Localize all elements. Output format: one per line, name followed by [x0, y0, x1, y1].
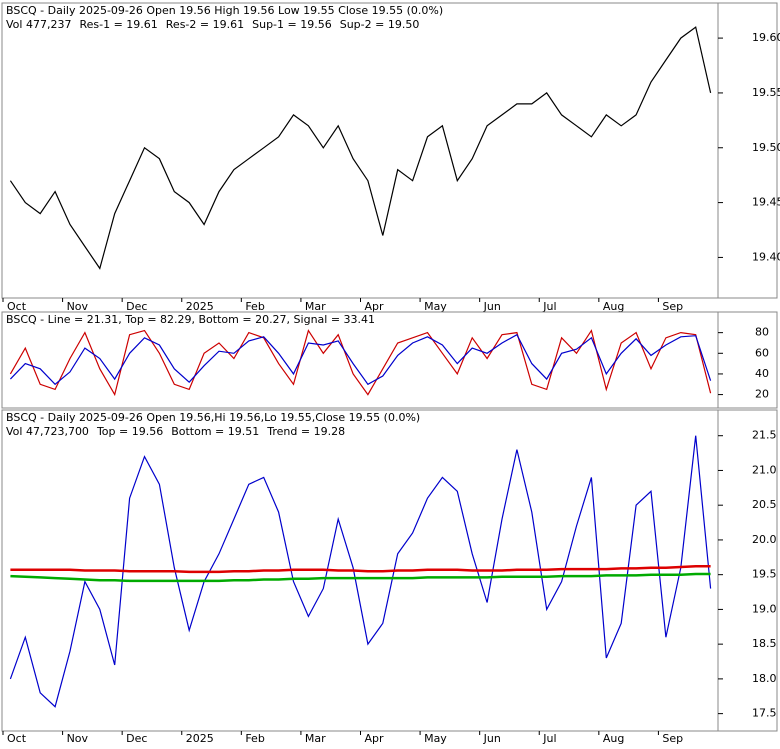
panel-frame — [1, 2, 778, 299]
x-tick-label: Jul — [542, 300, 556, 313]
series-line — [9, 329, 712, 397]
y-tick-label: 20.5 — [752, 498, 777, 511]
x-tick-label: May — [424, 300, 447, 313]
panel-title: BSCQ - Line = 21.31, Top = 82.29, Bottom… — [6, 313, 375, 326]
x-tick-label: Feb — [245, 300, 264, 313]
annotation: Res-1 = 19.61 — [79, 18, 157, 31]
annotation: Bottom = 19.51 — [171, 425, 259, 438]
y-tick-label: 80 — [755, 326, 769, 339]
panel-subtitle: Vol 47,723,700 — [6, 425, 89, 438]
y-tick-label: 19.50 — [752, 141, 780, 154]
x-tick-label: Apr — [365, 300, 385, 313]
y-tick-label: 19.45 — [752, 196, 780, 209]
annotation: Sup-1 = 19.56 — [252, 18, 332, 31]
y-tick-label: 21.5 — [752, 429, 777, 442]
panel-title: BSCQ - Daily 2025-09-26 Open 19.56,Hi 19… — [6, 411, 420, 424]
y-tick-label: 18.0 — [752, 672, 777, 685]
x-tick-label: Apr — [365, 732, 385, 745]
series-line — [9, 333, 712, 386]
annotation: Res-2 = 19.61 — [166, 18, 244, 31]
x-tick-label: Jun — [483, 300, 501, 313]
annotation: Top = 19.56 — [96, 425, 163, 438]
y-tick-label: 19.55 — [752, 86, 780, 99]
x-tick-label: Dec — [126, 300, 147, 313]
x-tick-label: 2025 — [186, 300, 214, 313]
y-tick-label: 60 — [755, 346, 769, 359]
x-tick-label: Aug — [603, 300, 624, 313]
y-tick-label: 19.60 — [752, 31, 780, 44]
x-tick-label: May — [424, 732, 447, 745]
x-tick-label: Oct — [7, 732, 27, 745]
x-tick-label: Dec — [126, 732, 147, 745]
x-tick-label: 2025 — [186, 732, 214, 745]
x-tick-label: Jul — [542, 732, 556, 745]
series-line — [10, 572, 711, 583]
x-tick-label: Nov — [67, 732, 89, 745]
y-tick-label: 19.40 — [752, 250, 780, 263]
y-tick-label: 20.0 — [752, 533, 777, 546]
y-tick-label: 18.5 — [752, 637, 777, 650]
panel-frame — [1, 311, 778, 409]
series-line — [9, 26, 712, 270]
series-line — [9, 435, 712, 708]
x-tick-label: Sep — [662, 300, 683, 313]
y-tick-label: 21.0 — [752, 463, 777, 476]
y-tick-label: 40 — [755, 367, 769, 380]
x-tick-label: Feb — [245, 732, 264, 745]
panel-frame — [1, 409, 778, 732]
panel-subtitle: Vol 477,237 — [6, 18, 71, 31]
y-tick-label: 19.5 — [752, 568, 777, 581]
x-tick-label: Sep — [662, 732, 683, 745]
x-tick-label: Nov — [67, 300, 89, 313]
x-tick-label: Aug — [603, 732, 624, 745]
x-tick-label: Mar — [305, 732, 326, 745]
annotation: Sup-2 = 19.50 — [340, 18, 420, 31]
y-tick-label: 20 — [755, 388, 769, 401]
y-tick-label: 17.5 — [752, 707, 777, 720]
x-tick-label: Jun — [483, 732, 501, 745]
annotation: Trend = 19.28 — [266, 425, 345, 438]
series-line — [10, 565, 711, 574]
x-tick-label: Mar — [305, 300, 326, 313]
y-tick-label: 19.0 — [752, 602, 777, 615]
panel-title: BSCQ - Daily 2025-09-26 Open 19.56 High … — [6, 4, 443, 17]
x-tick-label: Oct — [7, 300, 27, 313]
